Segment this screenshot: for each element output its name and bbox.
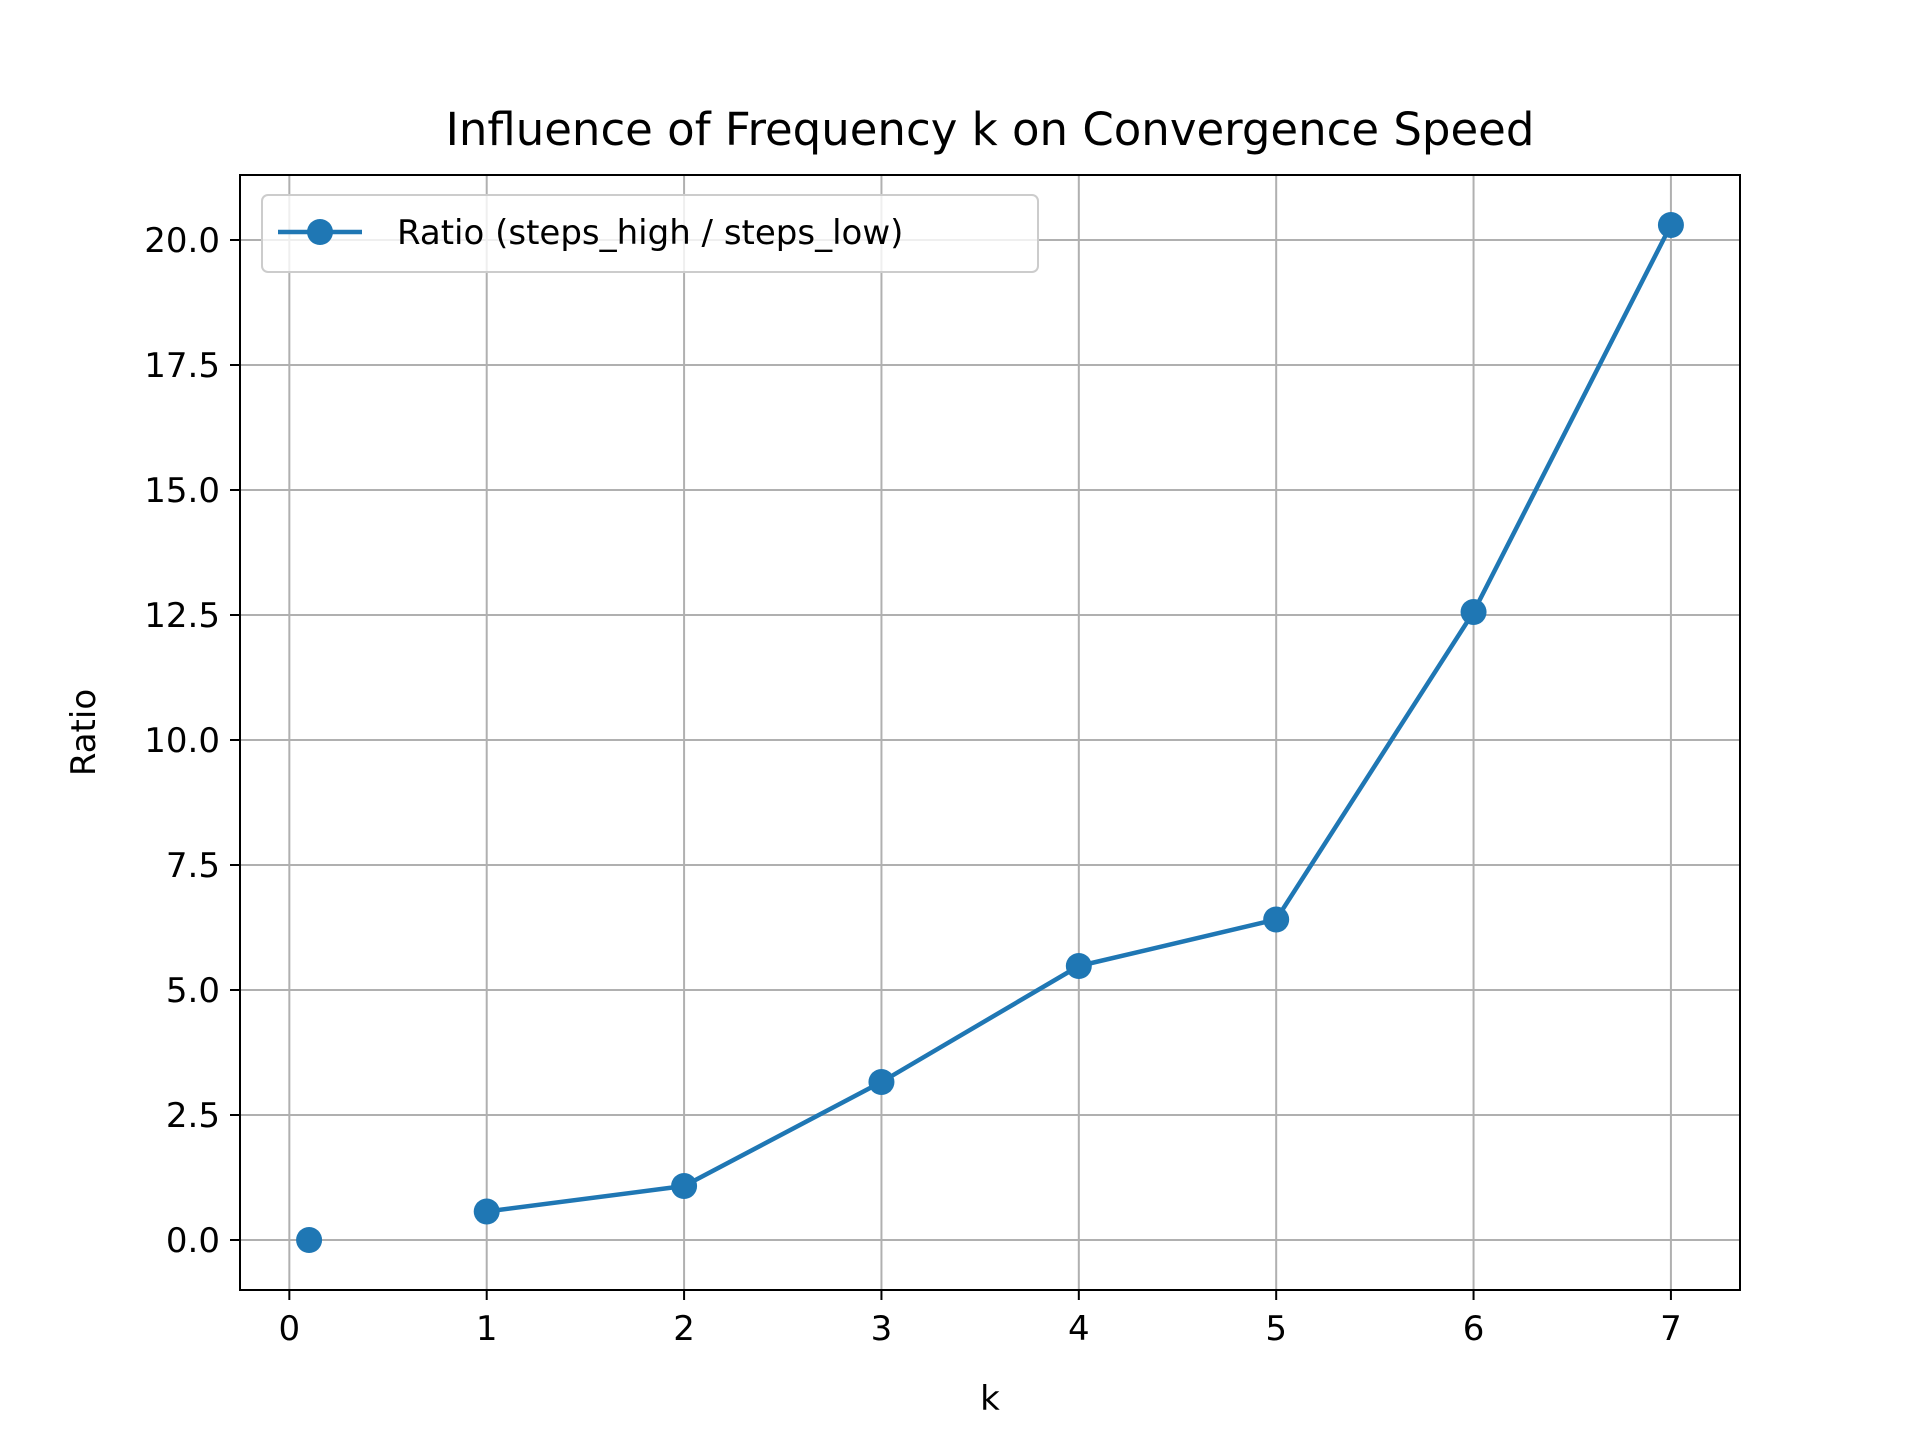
legend: Ratio (steps_high / steps_low)	[261, 194, 1039, 273]
data-point	[671, 1173, 698, 1199]
data-point	[1460, 599, 1487, 625]
legend-label: Ratio (steps_high / steps_low)	[397, 213, 903, 253]
data-point	[868, 1069, 895, 1095]
data-point	[1657, 212, 1684, 238]
x-tick-label: 4	[1068, 1309, 1090, 1349]
y-tick-label: 2.5	[166, 1096, 220, 1136]
data-point	[473, 1198, 500, 1225]
legend-marker	[307, 219, 333, 245]
y-tick-label: 10.0	[144, 721, 220, 761]
data-point	[296, 1227, 323, 1253]
x-axis-label: k	[980, 1379, 1000, 1419]
y-tick-label: 20.0	[144, 221, 220, 261]
grid	[240, 175, 1740, 1290]
x-tick-label: 0	[279, 1309, 301, 1349]
x-tick-label: 3	[871, 1309, 893, 1349]
axes-frame	[239, 174, 1741, 1291]
y-tick-label: 17.5	[144, 346, 220, 386]
x-tick-label: 7	[1660, 1309, 1682, 1349]
chart-title: Influence of Frequency k on Convergence …	[446, 103, 1535, 156]
x-tick-label: 2	[673, 1309, 695, 1349]
y-tick-label: 5.0	[166, 971, 220, 1011]
x-tick-label: 5	[1265, 1309, 1287, 1349]
y-tick-label: 15.0	[144, 471, 220, 511]
y-tick-label: 0.0	[166, 1221, 220, 1261]
x-tick-label: 1	[476, 1309, 498, 1349]
ticks: 0 1 2 3 4 5 6 7 0.0 2.5 5.0 7.5 10.0 12.5 15.0 17.5 20.0	[144, 221, 1681, 1349]
series-layer	[296, 212, 1684, 1253]
data-point	[1065, 953, 1092, 979]
data-point	[1263, 906, 1290, 933]
y-axis-label: Ratio	[64, 689, 104, 776]
y-tick-label: 7.5	[166, 846, 220, 886]
legend-box	[261, 194, 1039, 273]
x-tick-label: 6	[1463, 1309, 1485, 1349]
y-tick-label: 12.5	[144, 596, 220, 636]
